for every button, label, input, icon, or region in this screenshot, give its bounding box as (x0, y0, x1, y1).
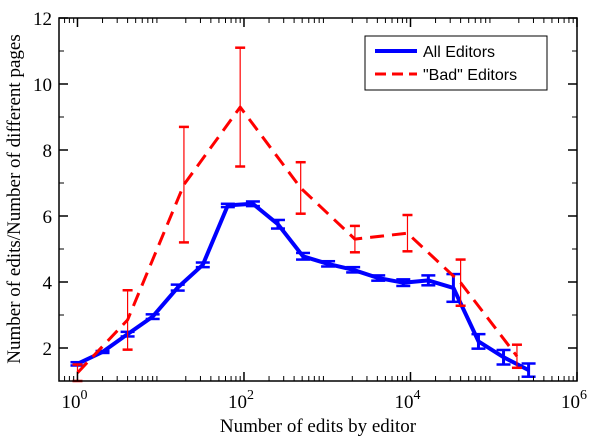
x-tick-base: 10 (61, 392, 80, 413)
x-tick-base: 10 (228, 392, 247, 413)
y-tick-label: 6 (43, 207, 53, 228)
series-line (76, 201, 530, 372)
x-tick-base: 10 (394, 392, 413, 413)
x-tick-exponent: 6 (580, 388, 587, 403)
y-tick-label: 12 (33, 9, 52, 30)
y-axis-title: Number of edits/Number of different page… (4, 34, 25, 363)
x-tick-label: 100 (61, 388, 87, 413)
y-tick-label: 8 (43, 141, 53, 162)
legend-label-all-editors: All Editors (423, 44, 495, 61)
series-1 (72, 46, 522, 383)
legend-label-bad-editors: "Bad" Editors (423, 67, 517, 84)
series-line (76, 105, 519, 374)
x-tick-base: 10 (561, 392, 580, 413)
series-layer (70, 46, 536, 383)
y-tick-label: 10 (33, 75, 52, 96)
x-axis-title: Number of edits by editor (220, 416, 417, 437)
x-tick-exponent: 4 (413, 388, 420, 403)
legend-box (364, 35, 548, 91)
legend: All Editors "Bad" Editors (364, 35, 548, 91)
x-tick-label: 106 (561, 388, 587, 413)
x-tick-exponent: 2 (247, 388, 254, 403)
x-tick-label: 104 (394, 388, 420, 413)
y-tick-label: 4 (43, 273, 53, 294)
plot-frame (58, 17, 578, 382)
y-tick-label: 2 (43, 339, 53, 360)
x-tick-exponent: 0 (80, 388, 87, 403)
x-tick-label: 102 (228, 388, 254, 413)
